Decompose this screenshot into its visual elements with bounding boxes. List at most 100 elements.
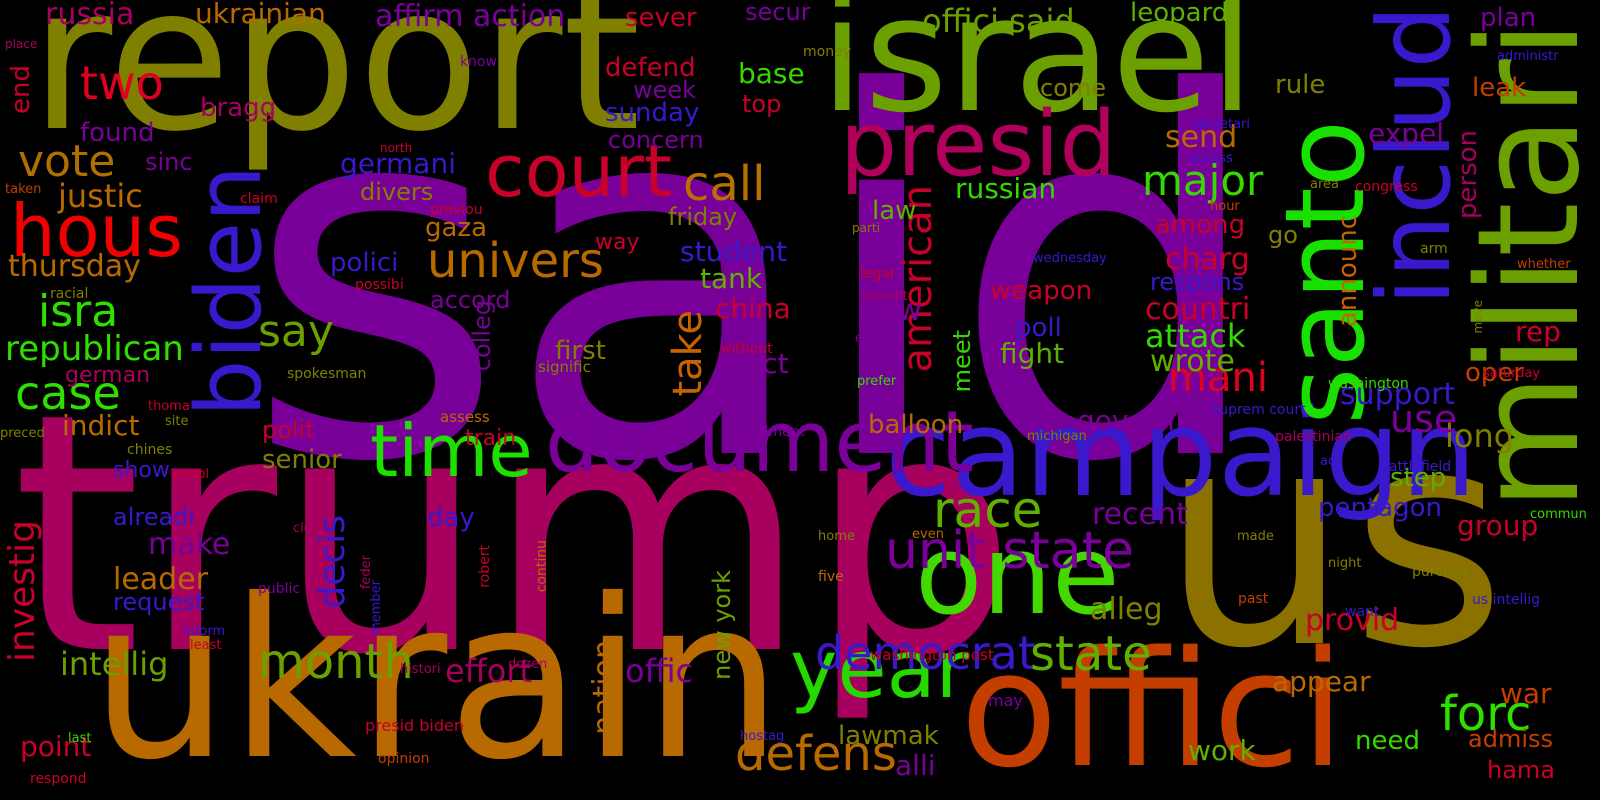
word-purchas: purchas <box>1412 564 1468 580</box>
word-sever: sever <box>625 3 697 33</box>
word-five: five <box>818 569 844 585</box>
word-colleg: colleg <box>468 300 496 372</box>
word-week: week <box>633 76 697 104</box>
word-leopard: leopard <box>1130 0 1229 28</box>
word-german: german <box>65 363 151 388</box>
word-offici-said: offici said <box>922 2 1075 40</box>
word-affirm-action: affirm action <box>375 0 566 34</box>
word-wrote: wrote <box>1150 344 1235 379</box>
word-alleg: alleg <box>1090 592 1163 627</box>
word-last: last <box>68 731 92 746</box>
word-base: base <box>738 57 805 90</box>
word-without: without <box>720 341 773 357</box>
word-senior: senior <box>262 445 342 475</box>
word-work: work <box>1188 734 1256 767</box>
word-histori: histori <box>400 662 441 677</box>
word-take: take <box>665 310 711 397</box>
word-justic: justic <box>58 177 143 215</box>
word-friday: friday <box>668 203 738 231</box>
word-battlefield: battlefield <box>1380 459 1452 475</box>
word-continu: continu <box>534 540 550 593</box>
word-investig: investig <box>2 520 43 662</box>
word-russian: russian <box>955 172 1057 205</box>
word-taken: taken <box>5 182 42 197</box>
word-train: train <box>465 426 517 451</box>
word-step: step <box>1390 463 1447 493</box>
word-secretari: secretari <box>1193 117 1250 132</box>
word-dozen: dozen <box>508 657 548 672</box>
word-group: group <box>1457 509 1539 542</box>
word-made: made <box>1237 529 1274 544</box>
word-tank: tank <box>700 262 763 295</box>
word-prefer: prefer <box>857 374 897 389</box>
word-case: case <box>15 366 121 420</box>
word-admiss: admiss <box>1468 725 1553 753</box>
word-end: end <box>6 65 36 114</box>
word-secur: secur <box>745 0 811 26</box>
word-saturday: saturday <box>1483 366 1541 381</box>
word-congress: congress <box>1355 179 1418 195</box>
word-countri: countri <box>1145 292 1251 327</box>
word-day: day <box>427 503 475 533</box>
word-claim: claim <box>240 191 278 207</box>
word-legal: legal <box>860 266 894 282</box>
word-leader: leader <box>113 562 209 597</box>
word-signific: signific <box>538 358 591 376</box>
word-provid: provid <box>1305 603 1400 638</box>
word-access: access <box>1189 151 1233 166</box>
word-north: north <box>380 141 413 155</box>
word-charg: charg <box>1165 242 1250 277</box>
word-sinc: sinc <box>145 148 193 176</box>
word-respons: respons <box>1150 268 1245 296</box>
word-top: top <box>742 90 782 118</box>
word-arm: arm <box>1420 241 1448 257</box>
word-defend: defend <box>605 53 696 83</box>
word-pentagon: pentagon <box>1318 493 1442 523</box>
word-gaza: gaza <box>425 213 488 243</box>
word-thursday: thursday <box>8 249 141 284</box>
word-year: year <box>790 623 969 716</box>
word-person: person <box>1453 130 1483 220</box>
word-hous: hous <box>10 189 183 273</box>
word-request: request <box>113 588 205 616</box>
word-republican: republican <box>5 329 184 369</box>
word-forc: forc <box>1440 686 1532 742</box>
word-support: support <box>1340 377 1456 412</box>
word-balloon: balloon <box>868 410 964 440</box>
word-expel: expel <box>1368 117 1445 150</box>
word-use: use <box>1390 397 1458 441</box>
word-come: come <box>1040 74 1107 102</box>
word-may: may <box>988 691 1023 710</box>
word-say: say <box>258 306 334 357</box>
word-court: court <box>485 129 673 213</box>
word-assess: assess <box>440 408 490 426</box>
word-ukrainian: ukrainian <box>195 0 326 30</box>
word-russia: russia <box>45 0 135 32</box>
word-meet: meet <box>948 330 976 393</box>
word-fight: fight <box>1000 337 1065 370</box>
word-effort: effort <box>445 652 533 690</box>
word-law: law <box>872 196 917 226</box>
word-clear: clear <box>293 521 326 536</box>
word-administr: administr <box>1497 49 1559 64</box>
word-polit: polit <box>262 416 315 444</box>
word-new-york: new york <box>708 570 736 680</box>
word-state: state <box>1030 626 1152 682</box>
word-presid: presid <box>840 92 1117 197</box>
word-alreadi: alreadi <box>113 503 196 531</box>
word-said: said <box>245 0 1269 571</box>
word-report: report <box>30 0 641 176</box>
word-hostag: hostag <box>740 729 785 744</box>
word-race: race <box>933 481 1043 539</box>
word-poll: poll <box>1015 313 1062 343</box>
word-home: home <box>818 529 855 544</box>
word-thoma: thoma <box>148 399 190 414</box>
word-move: move <box>1471 300 1485 334</box>
word-document: document <box>545 393 974 492</box>
word-least: least <box>190 638 222 653</box>
word-expect: expect <box>855 331 899 346</box>
word-past: past <box>1238 591 1269 607</box>
word-lawmak: lawmak <box>838 721 939 751</box>
word-preced: preced <box>0 426 45 441</box>
